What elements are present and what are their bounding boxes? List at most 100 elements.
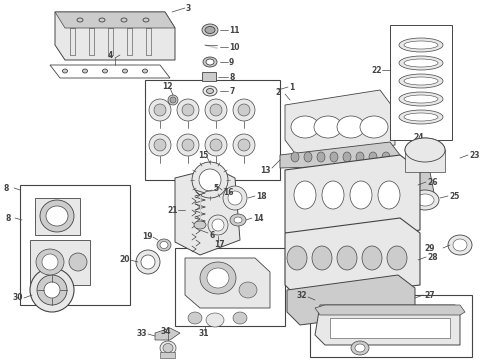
Ellipse shape <box>182 139 194 151</box>
Ellipse shape <box>170 97 176 103</box>
Text: 8: 8 <box>3 184 8 193</box>
Ellipse shape <box>239 282 257 298</box>
Bar <box>310 295 472 357</box>
Ellipse shape <box>228 191 242 205</box>
Ellipse shape <box>212 219 224 231</box>
Ellipse shape <box>121 18 127 22</box>
Ellipse shape <box>355 344 365 352</box>
Ellipse shape <box>202 24 218 36</box>
Ellipse shape <box>405 138 445 162</box>
Ellipse shape <box>149 134 171 156</box>
Ellipse shape <box>291 152 299 162</box>
Ellipse shape <box>160 341 176 355</box>
Ellipse shape <box>317 152 325 162</box>
Text: 21: 21 <box>167 206 177 215</box>
Text: 23: 23 <box>469 150 480 159</box>
Ellipse shape <box>154 139 166 151</box>
Text: 8: 8 <box>229 72 234 81</box>
Ellipse shape <box>314 116 342 138</box>
Polygon shape <box>285 155 420 248</box>
Ellipse shape <box>399 56 443 70</box>
Ellipse shape <box>168 95 178 105</box>
Text: 18: 18 <box>256 192 267 201</box>
Polygon shape <box>55 12 175 28</box>
Ellipse shape <box>82 69 88 73</box>
Polygon shape <box>175 168 240 255</box>
Text: 3: 3 <box>186 4 191 13</box>
Ellipse shape <box>238 104 250 116</box>
Ellipse shape <box>378 181 400 209</box>
Ellipse shape <box>294 181 316 209</box>
Ellipse shape <box>399 74 443 88</box>
Polygon shape <box>315 305 465 315</box>
Ellipse shape <box>287 246 307 270</box>
Text: 7: 7 <box>229 86 234 95</box>
Text: 33: 33 <box>137 329 147 338</box>
Text: 29: 29 <box>424 243 435 252</box>
Ellipse shape <box>399 38 443 52</box>
Text: 34: 34 <box>161 328 172 337</box>
Ellipse shape <box>122 69 127 73</box>
Text: 32: 32 <box>297 291 308 300</box>
Ellipse shape <box>208 215 228 235</box>
Ellipse shape <box>350 181 372 209</box>
Ellipse shape <box>210 139 222 151</box>
Ellipse shape <box>404 77 438 85</box>
Ellipse shape <box>207 268 229 288</box>
Ellipse shape <box>343 152 351 162</box>
Bar <box>145 80 280 180</box>
Ellipse shape <box>163 343 173 352</box>
Ellipse shape <box>233 312 247 324</box>
Ellipse shape <box>136 250 160 274</box>
Ellipse shape <box>399 110 443 124</box>
Ellipse shape <box>160 242 168 248</box>
Ellipse shape <box>399 92 443 106</box>
Ellipse shape <box>360 116 388 138</box>
Ellipse shape <box>182 104 194 116</box>
Ellipse shape <box>203 57 217 67</box>
Ellipse shape <box>192 162 228 198</box>
Ellipse shape <box>205 27 215 33</box>
Text: 22: 22 <box>371 66 382 75</box>
Text: 5: 5 <box>213 184 218 193</box>
Bar <box>20 185 130 305</box>
Ellipse shape <box>223 186 247 210</box>
Polygon shape <box>55 12 175 60</box>
Ellipse shape <box>230 214 246 226</box>
Polygon shape <box>160 352 175 358</box>
Ellipse shape <box>199 169 221 191</box>
Ellipse shape <box>233 99 255 121</box>
Polygon shape <box>287 275 415 325</box>
Bar <box>390 25 452 140</box>
Ellipse shape <box>77 18 83 22</box>
Ellipse shape <box>200 262 236 294</box>
Text: 30: 30 <box>13 293 24 302</box>
Text: 19: 19 <box>142 231 152 240</box>
Ellipse shape <box>177 134 199 156</box>
Polygon shape <box>415 172 435 198</box>
Ellipse shape <box>102 69 107 73</box>
Ellipse shape <box>205 99 227 121</box>
Text: 10: 10 <box>229 42 240 51</box>
Ellipse shape <box>356 152 364 162</box>
Ellipse shape <box>387 246 407 270</box>
Ellipse shape <box>337 116 365 138</box>
Ellipse shape <box>206 59 214 65</box>
Text: 1: 1 <box>289 82 294 91</box>
Text: 24: 24 <box>413 132 423 141</box>
Ellipse shape <box>46 206 68 226</box>
Text: 13: 13 <box>260 166 270 175</box>
Polygon shape <box>315 305 460 345</box>
Text: 17: 17 <box>214 239 224 248</box>
Ellipse shape <box>448 235 472 255</box>
Polygon shape <box>155 328 180 340</box>
Text: 12: 12 <box>162 81 172 90</box>
Ellipse shape <box>405 138 445 162</box>
Text: 11: 11 <box>229 26 240 35</box>
Ellipse shape <box>233 134 255 156</box>
Ellipse shape <box>206 89 214 94</box>
Ellipse shape <box>154 104 166 116</box>
Ellipse shape <box>322 181 344 209</box>
Bar <box>175 248 285 326</box>
Ellipse shape <box>362 246 382 270</box>
